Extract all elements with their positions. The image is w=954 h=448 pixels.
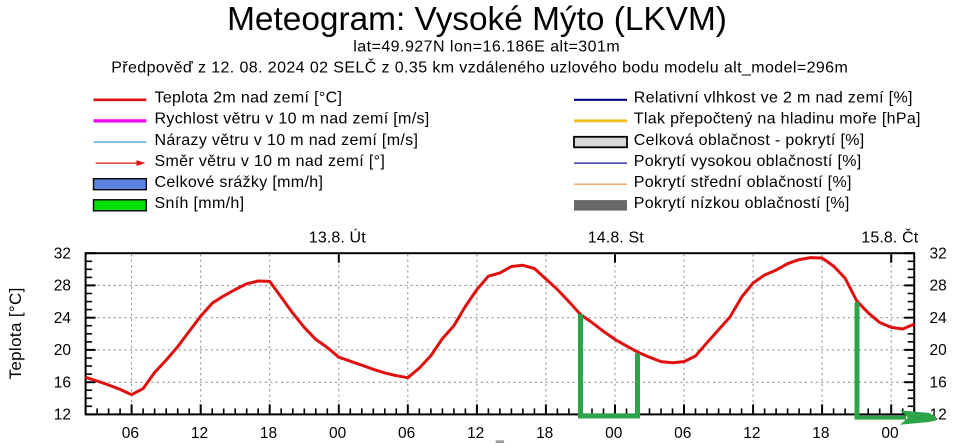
svg-text:12: 12 [743,425,760,442]
svg-text:20: 20 [930,342,948,359]
svg-text:Pokrytí střední oblačností [%]: Pokrytí střední oblačností [%] [634,174,852,191]
svg-text:Relativní vlhkost ve 2 m nad z: Relativní vlhkost ve 2 m nad zemí [%] [634,90,913,107]
svg-text:Celkové srážky [mm/h]: Celkové srážky [mm/h] [155,174,324,191]
svg-text:Tlak přepočtený na hladinu moř: Tlak přepočtený na hladinu moře [hPa] [634,111,921,128]
svg-text:24: 24 [930,310,948,327]
svg-text:18: 18 [536,425,553,442]
svg-text:28: 28 [930,278,947,295]
svg-text:Teplota 2m nad zemí [°C]: Teplota 2m nad zemí [°C] [155,90,343,107]
svg-text:00: 00 [881,425,899,442]
svg-text:06: 06 [398,425,415,442]
svg-text:15.8. Čt: 15.8. Čt [861,228,918,247]
svg-text:Sníh [mm/h]: Sníh [mm/h] [155,195,245,212]
svg-text:lat=49.927N lon=16.186E alt=30: lat=49.927N lon=16.186E alt=301m [353,39,620,56]
svg-text:06: 06 [674,425,691,442]
svg-text:18: 18 [812,425,829,442]
svg-text:20: 20 [54,342,72,359]
svg-text:00: 00 [605,425,623,442]
svg-text:32: 32 [930,246,947,263]
svg-text:Předpověď z 12. 08. 2024 02 SE: Předpověď z 12. 08. 2024 02 SELČ z 0.35 … [111,58,848,77]
svg-text:Teplota [°C]: Teplota [°C] [6,287,25,379]
svg-text:06: 06 [122,425,139,442]
svg-text:Pokrytí vysokou oblačností [%]: Pokrytí vysokou oblačností [%] [634,153,862,170]
svg-text:28: 28 [54,278,71,295]
svg-text:14.8. St: 14.8. St [588,230,645,247]
svg-text:24: 24 [54,310,72,327]
svg-text:Pokrytí nízkou oblačností [%]: Pokrytí nízkou oblačností [%] [634,195,850,212]
svg-text:12: 12 [191,425,208,442]
svg-text:00: 00 [329,425,347,442]
svg-text:Nárazy větru v 10 m nad zemí [: Nárazy větru v 10 m nad zemí [m/s] [155,132,419,149]
svg-text:12: 12 [467,425,484,442]
svg-text:13.8. Út: 13.8. Út [309,228,366,247]
svg-text:Celková oblačnost - pokrytí [%: Celková oblačnost - pokrytí [%] [634,132,865,149]
svg-text:Meteogram: Vysoké Mýto (LKVM): Meteogram: Vysoké Mýto (LKVM) [227,1,727,38]
svg-text:12: 12 [54,407,71,424]
svg-text:18: 18 [260,425,277,442]
svg-text:32: 32 [54,246,71,263]
svg-text:Rychlost větru v 10 m nad zemí: Rychlost větru v 10 m nad zemí [m/s] [155,111,430,128]
svg-text:Směr větru v 10 m nad zemí [°]: Směr větru v 10 m nad zemí [°] [155,153,386,170]
svg-text:16: 16 [930,375,947,392]
svg-text:16: 16 [54,375,71,392]
